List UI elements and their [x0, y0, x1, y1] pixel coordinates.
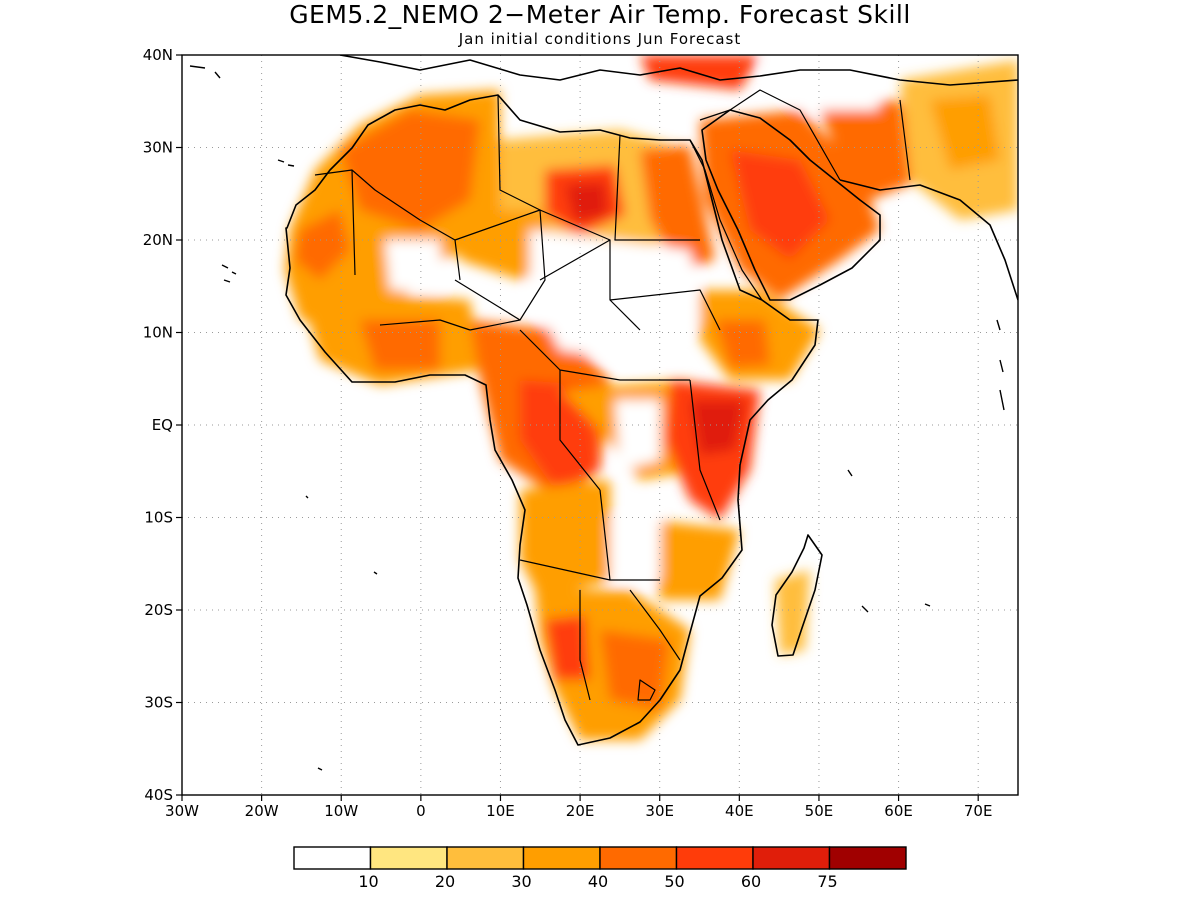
x-tick-label: 10W	[324, 802, 358, 820]
colorbar: 10 20 30 40 50 60 75	[293, 846, 907, 891]
y-tick-label: 10N	[143, 324, 173, 342]
x-tick-label: 20E	[566, 802, 595, 820]
y-tick-label: 20S	[144, 601, 173, 619]
colorbar-swatch	[675, 846, 754, 870]
colorbar-label: 60	[741, 872, 761, 891]
coastlines	[285, 55, 1018, 746]
y-tick-label: 20N	[143, 231, 173, 249]
x-tick-label: 20W	[245, 802, 279, 820]
islands	[189, 65, 1005, 771]
arabia-coastline	[701, 109, 881, 301]
lat-lon-grid	[182, 55, 1018, 795]
figure-title: GEM5.2_NEMO 2−Meter Air Temp. Forecast S…	[289, 0, 911, 29]
x-axis: 30W 20W 10W 0 10E 20E 30E 40E 50E 60E 70E	[165, 795, 992, 820]
colorbar-label: 75	[817, 872, 837, 891]
colorbar-swatch	[369, 846, 448, 870]
x-tick-label: 30W	[165, 802, 199, 820]
colorbar-label: 30	[511, 872, 531, 891]
colorbar-label: 10	[358, 872, 378, 891]
colorbar-label: 20	[435, 872, 455, 891]
y-tick-label: 30N	[143, 139, 173, 157]
x-tick-label: 60E	[884, 802, 913, 820]
plot-area	[182, 55, 1018, 795]
figure-subtitle: Jan initial conditions Jun Forecast	[458, 30, 742, 48]
europe-coastline	[339, 55, 1018, 86]
x-tick-label: 10E	[486, 802, 515, 820]
x-tick-label: 40E	[725, 802, 754, 820]
asia-coastline	[839, 179, 1018, 301]
country-borders	[314, 89, 911, 701]
y-tick-label: 40N	[143, 46, 173, 64]
red-sea-shore	[689, 139, 763, 301]
skill-shading	[285, 55, 1018, 740]
x-tick-label: 30E	[645, 802, 674, 820]
colorbar-label: 50	[664, 872, 684, 891]
y-axis: 40N 30N 20N 10N EQ 10S 20S 30S 40S	[143, 46, 182, 804]
x-tick-label: 50E	[805, 802, 834, 820]
colorbar-swatch	[752, 846, 831, 870]
colorbar-swatch	[828, 846, 907, 870]
colorbar-swatch	[293, 846, 372, 870]
africa-coastline	[285, 94, 819, 746]
x-tick-label: 70E	[964, 802, 993, 820]
y-tick-label: 30S	[144, 694, 173, 712]
x-tick-label: 0	[416, 802, 426, 820]
madagascar-coastline	[771, 534, 823, 657]
colorbar-label: 40	[588, 872, 608, 891]
y-tick-label: 40S	[144, 786, 173, 804]
colorbar-swatch	[599, 846, 678, 870]
y-tick-label: 10S	[144, 509, 173, 527]
colorbar-swatch	[446, 846, 525, 870]
y-tick-label: EQ	[152, 416, 173, 434]
colorbar-swatch	[522, 846, 601, 870]
